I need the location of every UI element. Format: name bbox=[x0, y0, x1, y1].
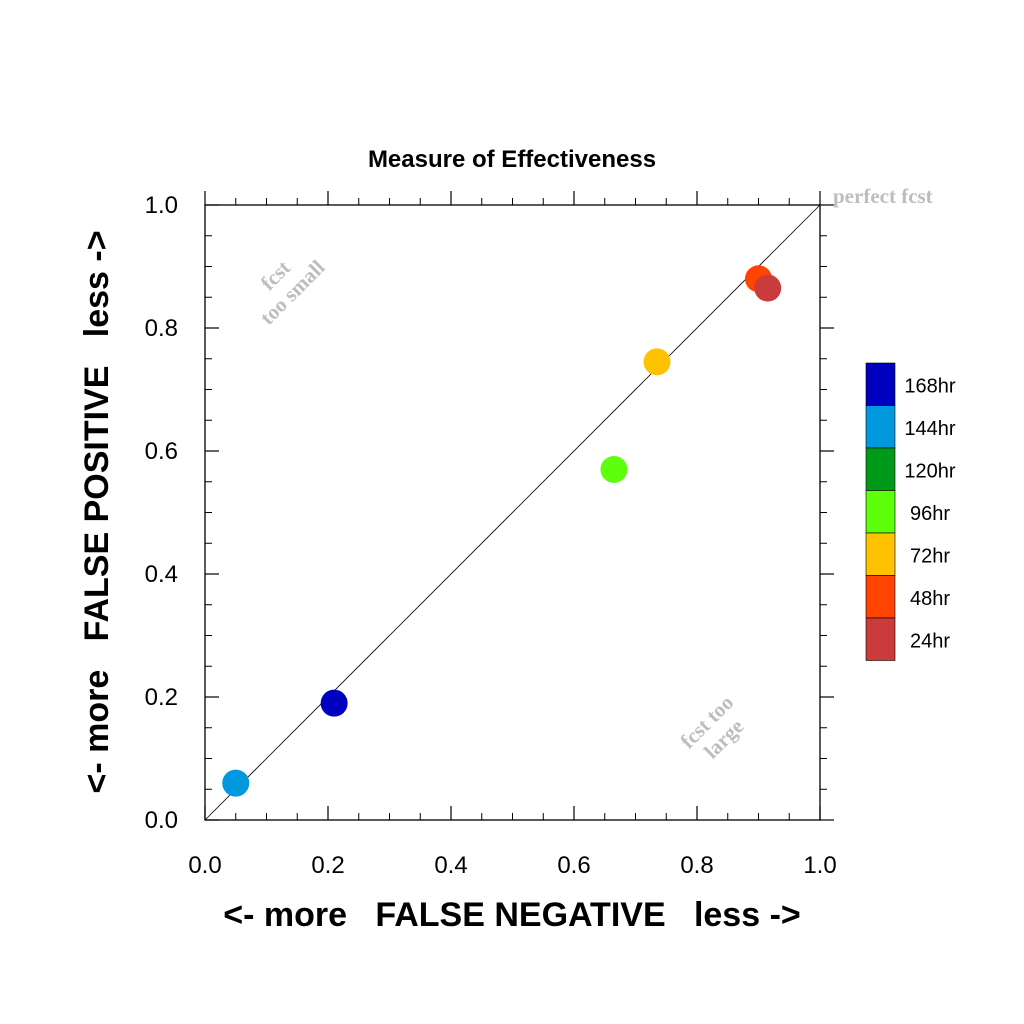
legend-label-144hr: 144hr bbox=[904, 418, 955, 440]
too-large-note: fcst too large bbox=[675, 690, 748, 763]
y-tick-label: 0.6 bbox=[145, 438, 178, 465]
legend-swatch-120hr bbox=[865, 447, 896, 491]
point-72hr bbox=[643, 348, 671, 376]
legend-swatch-96hr bbox=[865, 490, 896, 534]
legend-swatch-72hr bbox=[865, 532, 896, 576]
point-24hr bbox=[754, 274, 782, 302]
perfect-forecast-line bbox=[204, 204, 821, 821]
legend-swatch-48hr bbox=[865, 575, 896, 619]
legend-label-96hr: 96hr bbox=[910, 503, 950, 525]
reference-line-group bbox=[204, 204, 821, 821]
legend-swatch-24hr bbox=[865, 617, 896, 661]
legend-label-120hr: 120hr bbox=[904, 460, 955, 482]
point-168hr bbox=[320, 689, 348, 717]
legend-label-168hr: 168hr bbox=[904, 375, 955, 397]
legend-swatch-144hr bbox=[865, 405, 896, 449]
data-points bbox=[222, 265, 782, 797]
axis-tick-labels: 0.0 0.0 0.2 0.2 0.4 0.4 0.6 0.6 0.8 0.8 1.0 1.0 bbox=[145, 192, 837, 879]
point-144hr bbox=[222, 769, 250, 797]
too-small-note: fcst too small bbox=[255, 255, 329, 329]
x-axis-label: <- more FALSE NEGATIVE less -> bbox=[223, 896, 801, 934]
axis-ticks bbox=[204, 191, 834, 821]
x-tick-label: 0.4 bbox=[434, 852, 467, 879]
legend-label-72hr: 72hr bbox=[910, 545, 950, 567]
x-tick-label: 0.8 bbox=[680, 852, 713, 879]
point-96hr bbox=[600, 455, 628, 483]
y-tick-label: 0.2 bbox=[145, 684, 178, 711]
legend: 168hr 144hr 120hr 96hr 72hr 48hr 24hr bbox=[865, 362, 956, 661]
chart-title: Measure of Effectiveness bbox=[368, 146, 656, 173]
legend-label-24hr: 24hr bbox=[910, 630, 950, 652]
y-tick-label: 0.0 bbox=[145, 807, 178, 834]
y-tick-label: 0.4 bbox=[145, 561, 178, 588]
y-tick-label: 0.8 bbox=[145, 315, 178, 342]
x-tick-label: 0.6 bbox=[557, 852, 590, 879]
perfect-fcst-note: perfect fcst bbox=[833, 184, 933, 208]
x-tick-label: 1.0 bbox=[803, 852, 836, 879]
y-tick-label: 1.0 bbox=[145, 192, 178, 219]
x-tick-label: 0.2 bbox=[311, 852, 344, 879]
y-axis-label: <- more FALSE POSITIVE less -> bbox=[78, 230, 116, 793]
legend-swatch-168hr bbox=[865, 362, 896, 406]
legend-label-48hr: 48hr bbox=[910, 588, 950, 610]
x-tick-label: 0.0 bbox=[188, 852, 221, 879]
